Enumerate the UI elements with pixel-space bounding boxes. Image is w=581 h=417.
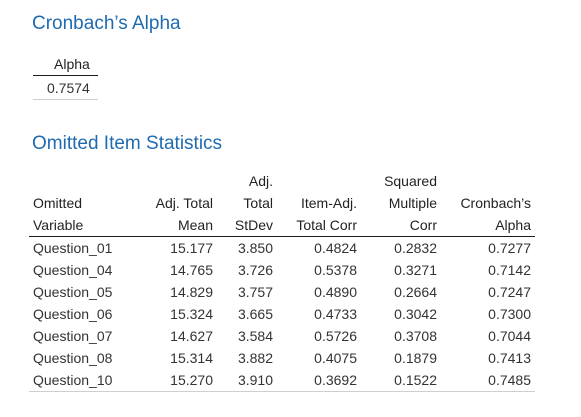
cell-stdev: 3.665 — [237, 306, 273, 322]
cell-mean: 15.270 — [129, 369, 217, 392]
cell-smc: 0.1522 — [361, 369, 441, 392]
column-header-omitted-line-2 — [29, 170, 129, 192]
column-header-corr-line-3: Item-Adj. — [300, 195, 357, 211]
column-header-alpha-line-4: Alpha — [441, 214, 535, 237]
cell-stdev: 3.850 — [237, 240, 273, 256]
cell-mean: 15.314 — [170, 350, 213, 366]
column-header-omitted-line-3: Omitted — [33, 195, 83, 211]
table-row: Question_07 14.627 3.584 0.5726 0.3708 0.7044 — [29, 325, 535, 347]
cell-variable: Question_05 — [33, 284, 113, 300]
column-header-stdev-line-4: StDev — [217, 214, 277, 237]
omitted-item-statistics-table: Adj. Squared Omitted Adj. Total Total Item-Ad… — [29, 170, 535, 392]
alpha-column-header: Alpha — [33, 52, 98, 76]
cell-variable: Question_01 — [33, 240, 113, 256]
cell-smc: 0.3708 — [394, 328, 437, 344]
cell-alpha: 0.7300 — [488, 306, 531, 322]
cell-stdev: 3.882 — [237, 350, 273, 366]
alpha-value: 0.7574 — [33, 75, 98, 100]
cell-alpha: 0.7044 — [488, 328, 531, 344]
cell-smc: 0.3042 — [394, 306, 437, 322]
column-header-smc-line-2: Squared — [384, 173, 437, 189]
cell-stdev: 3.726 — [237, 262, 273, 278]
cell-variable: Question_10 — [29, 369, 129, 392]
cell-mean: 14.765 — [170, 262, 213, 278]
cell-mean: 15.177 — [170, 240, 213, 256]
cell-variable: Question_06 — [33, 306, 113, 322]
cronbach-alpha-table: Alpha 0.7574 — [33, 52, 98, 100]
cell-mean: 14.829 — [170, 284, 213, 300]
cell-alpha: 0.7277 — [488, 240, 531, 256]
cell-corr: 0.4824 — [314, 240, 357, 256]
cell-alpha: 0.7247 — [488, 284, 531, 300]
column-header-stdev-line-3: Total — [243, 195, 273, 211]
table-row: Question_06 15.324 3.665 0.4733 0.3042 0.7300 — [29, 303, 535, 325]
cell-variable: Question_04 — [33, 262, 113, 278]
table-header: Adj. Squared Omitted Adj. Total Total Item-Ad… — [29, 170, 535, 237]
table-body: Question_01 15.177 3.850 0.4824 0.2832 0.7277… — [29, 237, 535, 392]
table-row: Question_05 14.829 3.757 0.4890 0.2664 0.7247 — [29, 281, 535, 303]
cell-variable: Question_08 — [33, 350, 113, 366]
column-header-smc-line-3: Multiple — [388, 195, 437, 211]
cell-corr: 0.4733 — [314, 306, 357, 322]
cronbach-alpha-title: Cronbach’s Alpha — [32, 13, 181, 34]
cell-smc: 0.1879 — [394, 350, 437, 366]
cell-smc: 0.2832 — [394, 240, 437, 256]
cell-corr: 0.4890 — [314, 284, 357, 300]
cell-alpha: 0.7142 — [488, 262, 531, 278]
cell-stdev: 3.757 — [237, 284, 273, 300]
column-header-mean-line-4: Mean — [129, 214, 217, 237]
table-row: Question_10 15.270 3.910 0.3692 0.1522 0.7485 — [29, 369, 535, 392]
cell-stdev: 3.910 — [217, 369, 277, 392]
cell-alpha: 0.7485 — [441, 369, 535, 392]
column-header-stdev-line-2: Adj. — [248, 173, 273, 189]
cell-corr: 0.4075 — [314, 350, 357, 366]
column-header-corr-line-4: Total Corr — [277, 214, 361, 237]
column-header-mean-line-3: Adj. Total — [155, 195, 213, 211]
column-header-alpha-line-3: Cronbach’s — [460, 195, 531, 211]
cell-smc: 0.2664 — [394, 284, 437, 300]
cell-smc: 0.3271 — [394, 262, 437, 278]
cell-alpha: 0.7413 — [488, 350, 531, 366]
cell-mean: 14.627 — [170, 328, 213, 344]
cell-stdev: 3.584 — [237, 328, 273, 344]
column-header-corr-line-2 — [277, 170, 361, 192]
cell-mean: 15.324 — [170, 306, 213, 322]
table-row: Question_01 15.177 3.850 0.4824 0.2832 0.7277 — [29, 237, 535, 260]
table-row: Question_08 15.314 3.882 0.4075 0.1879 0.7413 — [29, 347, 535, 369]
column-header-omitted-line-4: Variable — [29, 214, 129, 237]
cell-corr: 0.3692 — [277, 369, 361, 392]
column-header-smc-line-4: Corr — [361, 214, 441, 237]
column-header-alpha-line-2 — [441, 170, 535, 192]
table-row: Question_04 14.765 3.726 0.5378 0.3271 0.7142 — [29, 259, 535, 281]
column-header-mean-line-2 — [129, 170, 217, 192]
cell-corr: 0.5378 — [314, 262, 357, 278]
cell-variable: Question_07 — [33, 328, 113, 344]
cell-corr: 0.5726 — [314, 328, 357, 344]
omitted-item-statistics-title: Omitted Item Statistics — [32, 133, 223, 154]
